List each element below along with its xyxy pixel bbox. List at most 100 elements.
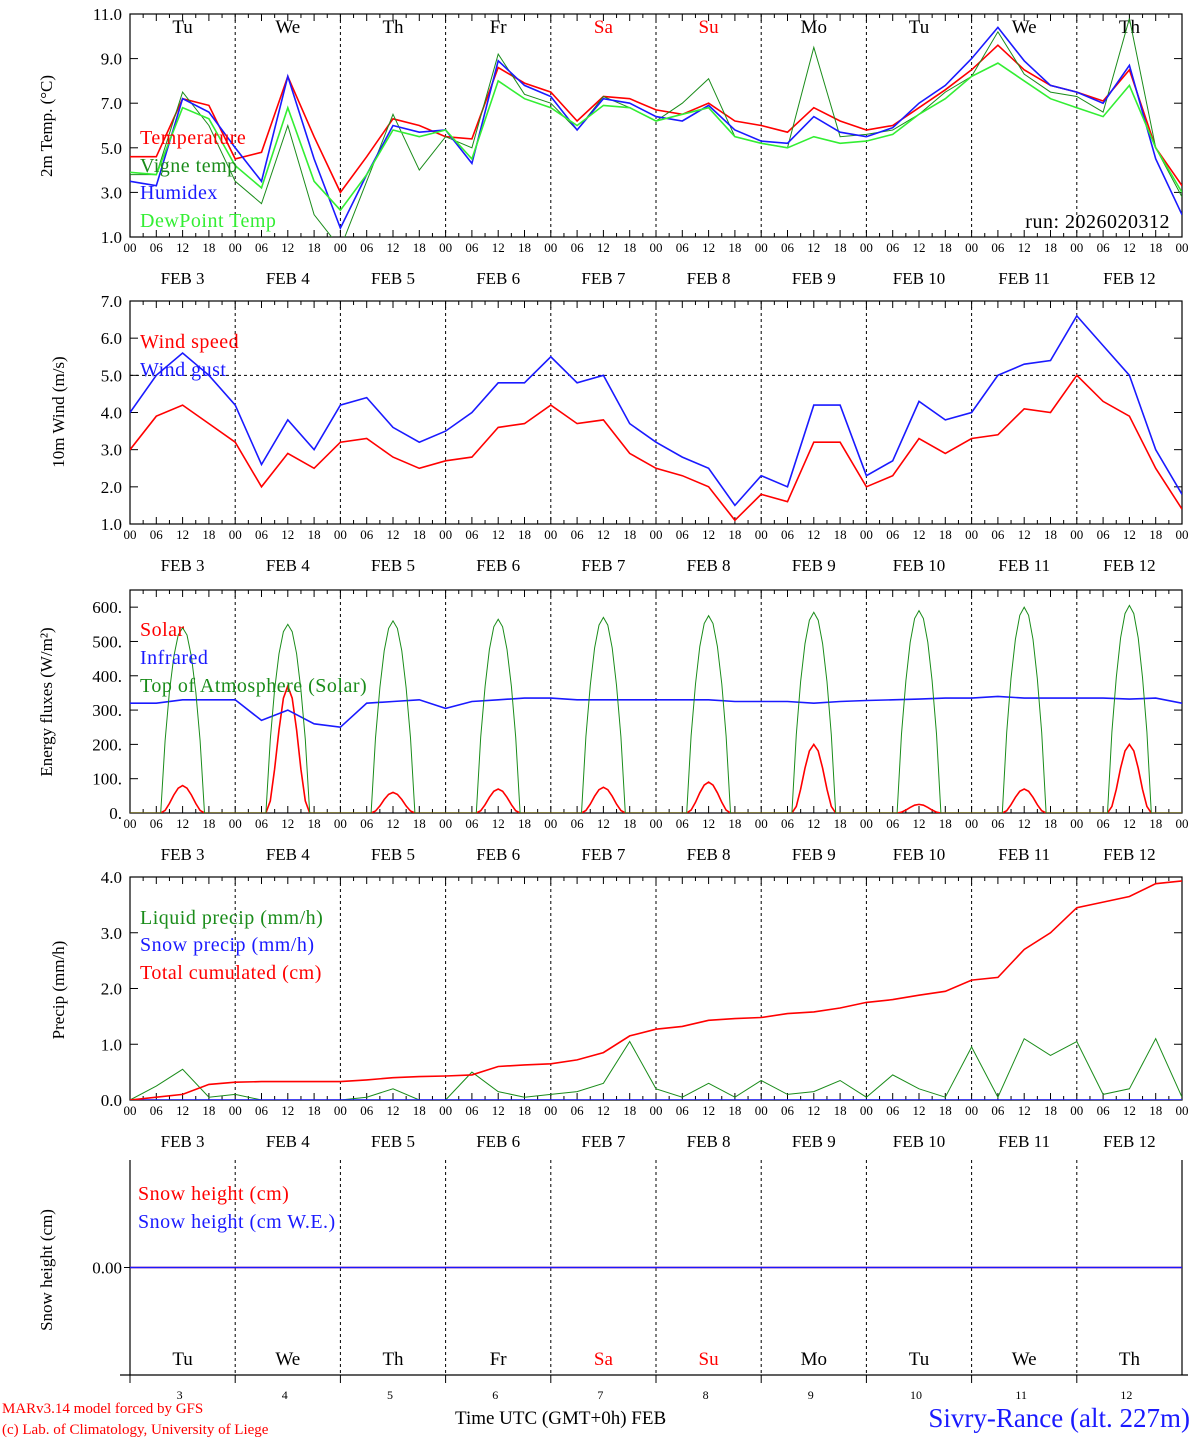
hour-label: 00 — [124, 527, 137, 542]
hour-label: 06 — [886, 527, 900, 542]
hour-label: 00 — [229, 1103, 242, 1118]
day-number-label: 11 — [1015, 1388, 1027, 1402]
date-label: FEB 8 — [687, 556, 731, 575]
y-tick-label: 6.0 — [101, 329, 122, 348]
hour-label: 06 — [571, 816, 585, 831]
date-label: FEB 6 — [476, 269, 520, 288]
hour-label: 00 — [334, 240, 347, 255]
y-tick-label: 1.0 — [101, 515, 122, 534]
day-number-label: 4 — [282, 1388, 288, 1402]
day-number-label: 6 — [492, 1388, 498, 1402]
series-infrared — [130, 695, 1182, 729]
hour-label: 12 — [597, 527, 610, 542]
date-label: FEB 7 — [581, 845, 625, 864]
weekday-label: Tu — [909, 17, 930, 38]
hour-label: 06 — [571, 1103, 585, 1118]
weekday-label: We — [1012, 1349, 1037, 1370]
hour-label: 12 — [702, 527, 715, 542]
weekday-label: We — [275, 1349, 300, 1370]
y-tick-label: 0.00 — [92, 1259, 122, 1278]
hour-label: 00 — [544, 1103, 557, 1118]
y-tick-label: 400. — [92, 667, 122, 686]
y-tick-label: 9.0 — [101, 50, 122, 69]
legend-infrared: Infrared — [140, 647, 208, 669]
lab-credit: (c) Lab. of Climatology, University of L… — [2, 1422, 269, 1438]
hour-label: 12 — [597, 1103, 610, 1118]
hour-label: 18 — [202, 1103, 215, 1118]
hour-label: 06 — [676, 816, 690, 831]
weekday-label: Th — [1119, 1349, 1141, 1370]
hour-label: 12 — [387, 816, 400, 831]
hour-label: 12 — [1018, 527, 1031, 542]
hour-label: 12 — [387, 1103, 400, 1118]
hour-label: 12 — [1018, 816, 1031, 831]
hour-label: 18 — [413, 240, 426, 255]
hour-label: 00 — [1176, 1103, 1189, 1118]
hour-label: 06 — [1097, 1103, 1111, 1118]
hour-label: 18 — [939, 527, 952, 542]
hour-label: 00 — [439, 816, 452, 831]
hour-label: 00 — [650, 527, 663, 542]
hour-label: 18 — [518, 816, 531, 831]
hour-label: 06 — [360, 816, 374, 831]
hour-label: 00 — [439, 1103, 452, 1118]
hour-label: 18 — [413, 816, 426, 831]
hour-label: 00 — [544, 240, 557, 255]
legend-wind-speed: Wind speed — [140, 331, 239, 353]
y-tick-label: 300. — [92, 701, 122, 720]
hour-label: 12 — [807, 240, 820, 255]
day-number-label: 9 — [808, 1388, 814, 1402]
hour-label: 00 — [544, 527, 557, 542]
hour-label: 06 — [150, 816, 164, 831]
day-number-label: 7 — [597, 1388, 603, 1402]
date-label: FEB 5 — [371, 845, 415, 864]
date-label: FEB 11 — [998, 1132, 1050, 1151]
date-label: FEB 7 — [581, 1132, 625, 1151]
hour-label: 12 — [281, 1103, 294, 1118]
hour-label: 00 — [439, 240, 452, 255]
hour-label: 18 — [834, 1103, 847, 1118]
hour-label: 12 — [492, 527, 505, 542]
hour-label: 06 — [886, 240, 900, 255]
hour-label: 00 — [755, 527, 768, 542]
date-label: FEB 9 — [792, 1132, 836, 1151]
date-label: FEB 5 — [371, 1132, 415, 1151]
date-label: FEB 9 — [792, 269, 836, 288]
date-label: FEB 3 — [161, 1132, 205, 1151]
hour-label: 00 — [1176, 816, 1189, 831]
hour-label: 06 — [360, 240, 374, 255]
model-credit: MARv3.14 model forced by GFS — [2, 1401, 203, 1417]
legend-snow-height-we: Snow height (cm W.E.) — [138, 1211, 336, 1233]
hour-label: 12 — [492, 816, 505, 831]
plot-frame — [129, 300, 1183, 525]
hour-label: 00 — [965, 240, 978, 255]
date-label: FEB 10 — [893, 1132, 945, 1151]
hour-label: 18 — [308, 1103, 321, 1118]
y-tick-label: 100. — [92, 770, 122, 789]
hour-label: 12 — [1018, 1103, 1031, 1118]
run-label: run: 2026020312 — [1025, 211, 1170, 233]
hour-label: 12 — [702, 816, 715, 831]
date-label: FEB 5 — [371, 269, 415, 288]
hour-label: 00 — [439, 527, 452, 542]
hour-label: 00 — [965, 1103, 978, 1118]
date-label: FEB 9 — [792, 556, 836, 575]
y-tick-label: 600. — [92, 598, 122, 617]
hour-label: 12 — [1123, 816, 1136, 831]
legend-wind-gust: Wind gust — [140, 359, 226, 381]
date-label: FEB 3 — [161, 269, 205, 288]
hour-label: 00 — [860, 1103, 873, 1118]
hour-label: 00 — [1070, 816, 1083, 831]
hour-label: 18 — [1044, 240, 1057, 255]
day-number-label: 12 — [1120, 1388, 1132, 1402]
date-label: FEB 10 — [893, 845, 945, 864]
hour-label: 06 — [255, 527, 269, 542]
hour-label: 18 — [202, 816, 215, 831]
series-group — [130, 314, 1182, 522]
hour-label: 00 — [229, 816, 242, 831]
hour-label: 18 — [1149, 816, 1162, 831]
hour-label: 18 — [728, 527, 741, 542]
series-solar — [130, 683, 1182, 813]
hour-label: 06 — [150, 527, 164, 542]
hour-label: 00 — [124, 240, 137, 255]
